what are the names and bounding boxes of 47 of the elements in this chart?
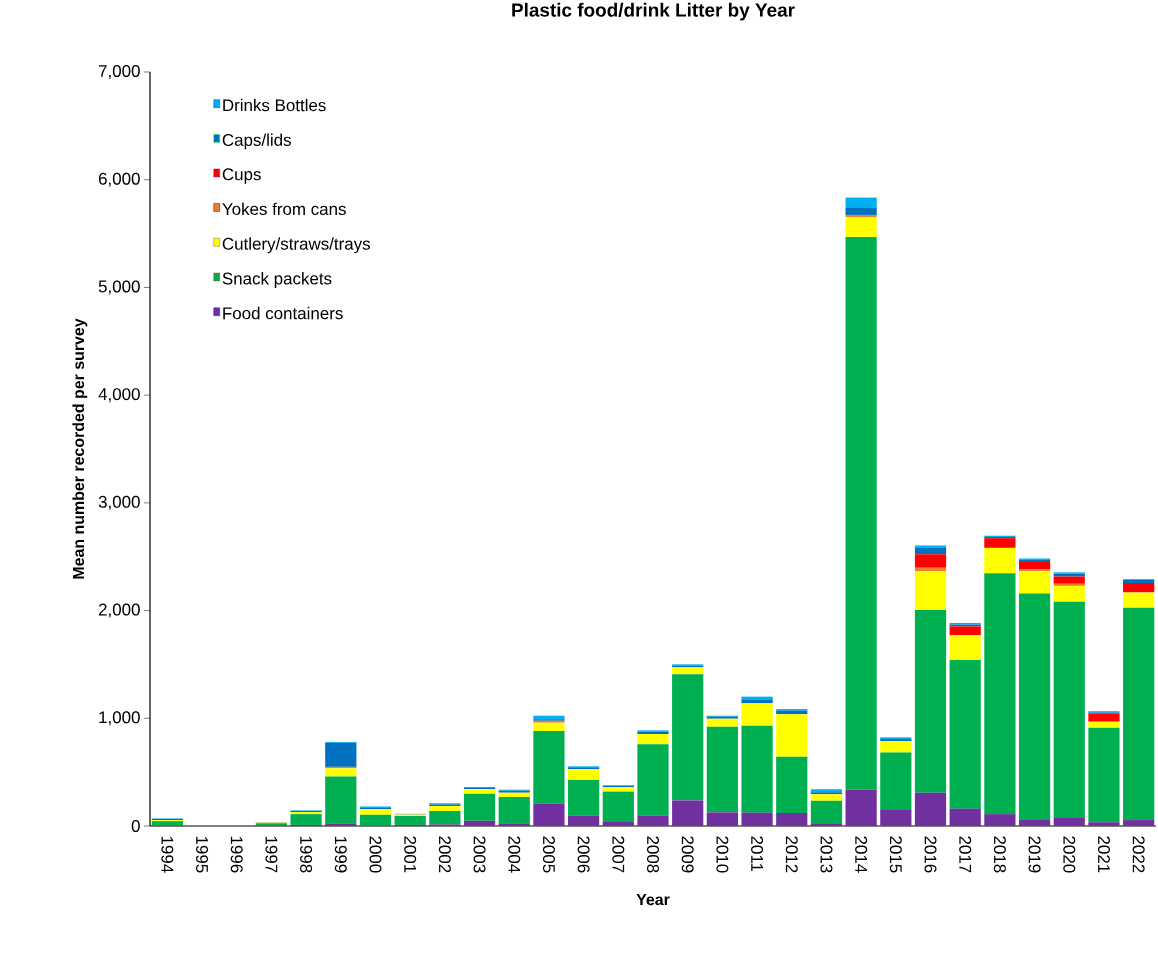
y-tick-label: 0 [131, 820, 140, 832]
x-tick-label: 2016 [924, 836, 937, 873]
x-tick-label: 2002 [438, 836, 451, 873]
x-tick-label: 1994 [161, 836, 174, 873]
x-tick-label: 2005 [542, 836, 555, 873]
x-tick-label: 1998 [300, 836, 313, 873]
y-tick-label: 2,000 [98, 603, 140, 618]
legend-label: Cups [222, 168, 261, 184]
legend-label: Food containers [223, 306, 343, 320]
y-tick-label: 1,000 [99, 711, 140, 726]
legend-label: Drinks Bottles [223, 98, 326, 112]
x-tick-label: 2017 [959, 836, 972, 873]
x-axis-title: Year [636, 894, 670, 906]
x-tick-label: 2006 [577, 836, 590, 873]
x-tick-label: 2021 [1097, 836, 1110, 873]
x-tick-label: 1999 [334, 836, 347, 873]
x-tick-label: 2014 [855, 836, 868, 873]
x-tick-label: 2020 [1063, 836, 1076, 873]
y-tick-label: 6,000 [98, 172, 140, 187]
y-tick-label: 4,000 [98, 388, 140, 403]
x-tick-label: 2012 [785, 836, 798, 873]
x-tick-label: 2003 [473, 836, 486, 873]
y-tick-label: 5,000 [98, 280, 140, 295]
legend-label: Snack packets [222, 272, 332, 288]
x-tick-label: 2018 [993, 836, 1006, 873]
x-tick-label: 2011 [751, 836, 764, 872]
x-tick-label: 2019 [1028, 836, 1041, 873]
x-tick-label: 2015 [889, 836, 902, 873]
legend-label: Caps/lids [222, 133, 291, 150]
legend-label: Yokes from cans [222, 202, 346, 216]
x-tick-label: 1997 [265, 836, 278, 873]
x-tick-label: 2009 [681, 836, 694, 873]
y-tick-label: 3,000 [98, 495, 140, 510]
x-tick-label: 2007 [612, 836, 625, 873]
chart-title: Plastic food/drink Litter by Year [512, 2, 795, 21]
x-tick-label: 2022 [1132, 836, 1145, 873]
x-tick-label: 2000 [369, 836, 382, 873]
x-tick-label: 1996 [230, 836, 243, 873]
legend-label: Cutlery/straws/trays [222, 237, 370, 254]
y-axis-title: Mean number recorded per survey [72, 318, 88, 579]
x-tick-label: 2001 [404, 836, 417, 873]
x-tick-label: 2010 [716, 836, 729, 873]
x-tick-label: 2013 [820, 836, 833, 873]
x-tick-label: 2004 [508, 836, 521, 873]
x-tick-label: 1995 [196, 836, 209, 873]
x-tick-label: 2008 [646, 836, 659, 873]
y-tick-label: 7,000 [98, 64, 140, 79]
